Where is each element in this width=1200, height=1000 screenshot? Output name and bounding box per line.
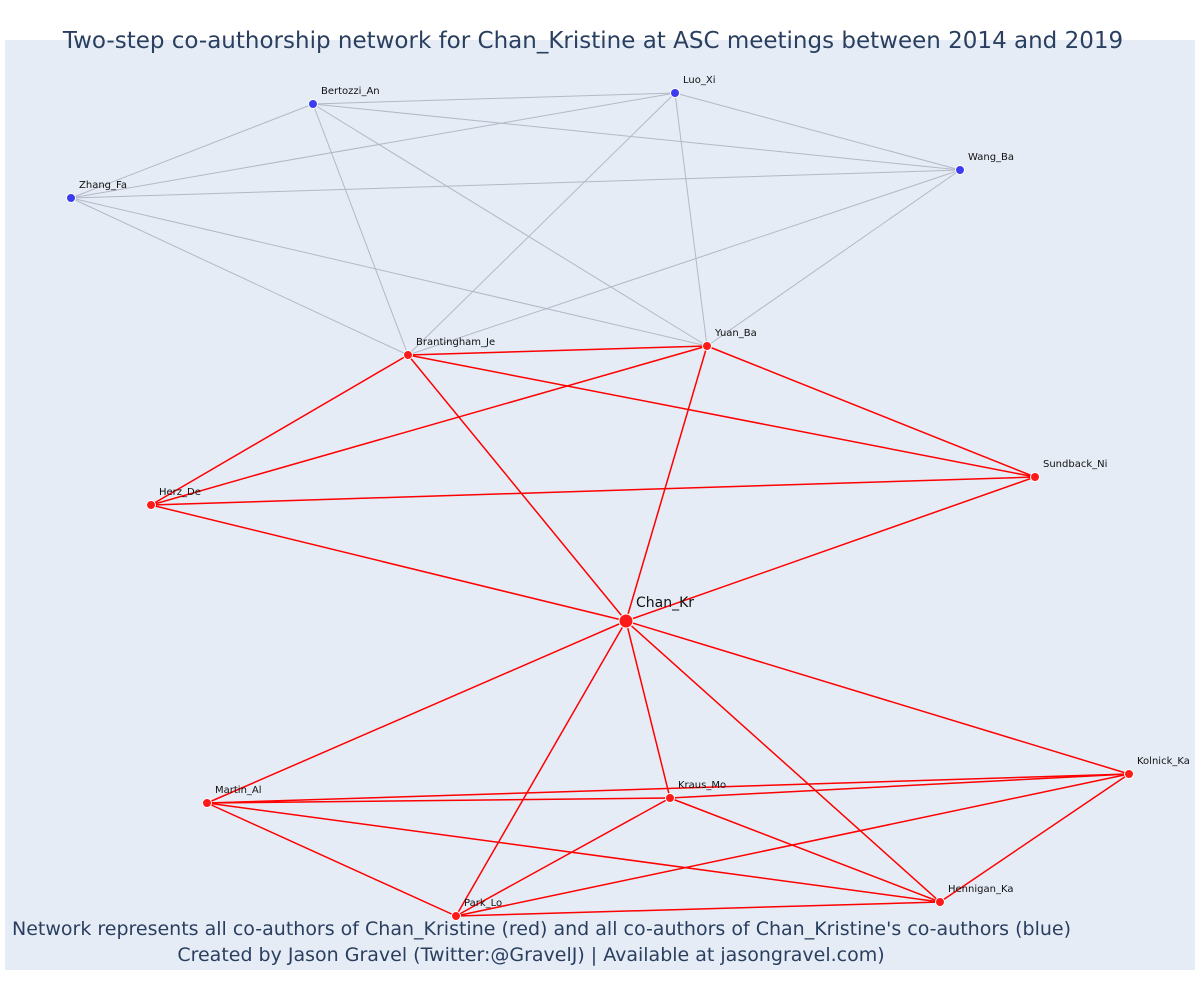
node-label-wang-ba: Wang_Ba — [968, 152, 1014, 163]
edge-chan-kr-kolnick-ka — [625, 620, 1130, 775]
edge-yuan-ba-herz-de — [150, 345, 708, 506]
node-hennigan-ka[interactable] — [935, 897, 945, 907]
edge-wang-ba-yuan-ba — [706, 169, 961, 347]
edge-zhang-fa-brantingham-je — [70, 197, 409, 356]
edge-kolnick-ka-park-lo — [455, 773, 1130, 917]
node-wang-ba[interactable] — [955, 165, 965, 175]
node-kolnick-ka[interactable] — [1124, 769, 1134, 779]
edge-chan-kr-martin-al — [206, 620, 627, 804]
node-kraus-mo[interactable] — [665, 793, 675, 803]
edge-herz-de-chan-kr — [150, 504, 627, 622]
edge-kolnick-ka-hennigan-ka — [939, 773, 1130, 903]
edge-martin-al-park-lo — [206, 802, 457, 917]
edge-kraus-mo-kolnick-ka — [669, 773, 1130, 799]
node-label-brantingham-je: Brantingham_Je — [416, 337, 495, 348]
red-edges — [150, 345, 1130, 917]
node-label-yuan-ba: Yuan_Ba — [714, 328, 757, 339]
node-martin-al[interactable] — [202, 798, 212, 808]
caption-description: Network represents all co-authors of Cha… — [12, 918, 1071, 940]
edge-chan-kr-hennigan-ka — [625, 620, 941, 903]
edge-bertozzi-an-zhang-fa — [70, 103, 314, 199]
node-label-herz-de: Herz_De — [159, 487, 201, 498]
node-label-hennigan-ka: Hennigan_Ka — [948, 884, 1013, 895]
edge-chan-kr-kraus-mo — [625, 620, 671, 799]
edge-bertozzi-an-wang-ba — [312, 103, 961, 171]
gray-edges — [70, 92, 961, 356]
node-label-luo-xi: Luo_Xi — [683, 75, 715, 86]
edge-luo-xi-yuan-ba — [674, 92, 708, 347]
node-label-chan-kr: Chan_Kr — [636, 595, 694, 611]
node-luo-xi[interactable] — [670, 88, 680, 98]
edge-bertozzi-an-yuan-ba — [312, 103, 708, 347]
edge-sundback-ni-chan-kr — [625, 476, 1036, 622]
edge-bertozzi-an-brantingham-je — [312, 103, 409, 356]
node-label-martin-al: Martin_Al — [215, 785, 262, 796]
node-yuan-ba[interactable] — [702, 341, 712, 351]
plot-background — [5, 40, 1195, 970]
edge-park-lo-hennigan-ka — [455, 901, 941, 917]
node-chan-kr[interactable] — [618, 613, 634, 629]
edge-yuan-ba-sundback-ni — [706, 345, 1036, 478]
edge-bertozzi-an-luo-xi — [312, 92, 676, 105]
edge-luo-xi-brantingham-je — [407, 92, 676, 356]
edge-brantingham-je-yuan-ba — [407, 345, 708, 356]
node-labels: Chan_Kr Bertozzi_An Luo_Xi Wang_Ba Zhang_Fa B… — [79, 75, 1190, 909]
edge-kraus-mo-hennigan-ka — [669, 797, 941, 903]
edge-yuan-ba-chan-kr — [625, 345, 708, 622]
edge-martin-al-kolnick-ka — [206, 773, 1130, 804]
edge-brantingham-je-sundback-ni — [407, 354, 1036, 478]
node-sundback-ni[interactable] — [1030, 472, 1040, 482]
nodes — [66, 88, 1134, 921]
edge-zhang-fa-yuan-ba — [70, 197, 708, 347]
edge-luo-xi-zhang-fa — [70, 92, 676, 199]
edge-chan-kr-park-lo — [455, 620, 627, 917]
edge-luo-xi-wang-ba — [674, 92, 961, 171]
node-brantingham-je[interactable] — [403, 350, 413, 360]
caption-credit: Created by Jason Gravel (Twitter:@Gravel… — [177, 944, 885, 966]
chart-title: Two-step co-authorship network for Chan_… — [62, 28, 1124, 54]
node-label-zhang-fa: Zhang_Fa — [79, 180, 127, 191]
edge-zhang-fa-wang-ba — [70, 169, 961, 199]
node-label-kolnick-ka: Kolnick_Ka — [1137, 756, 1190, 767]
node-label-bertozzi-an: Bertozzi_An — [321, 86, 380, 97]
node-label-kraus-mo: Kraus_Mo — [678, 780, 726, 791]
edge-wang-ba-brantingham-je — [407, 169, 961, 356]
edge-kraus-mo-park-lo — [455, 797, 671, 917]
node-bertozzi-an[interactable] — [308, 99, 318, 109]
node-label-park-lo: Park_Lo — [464, 898, 502, 909]
edge-brantingham-je-herz-de — [150, 354, 409, 506]
edge-herz-de-sundback-ni — [150, 476, 1036, 506]
node-park-lo[interactable] — [451, 911, 461, 921]
edge-martin-al-kraus-mo — [206, 797, 671, 804]
node-zhang-fa[interactable] — [66, 193, 76, 203]
node-herz-de[interactable] — [146, 500, 156, 510]
edge-brantingham-je-chan-kr — [407, 354, 627, 622]
node-label-sundback-ni: Sundback_Ni — [1043, 459, 1107, 470]
edge-martin-al-hennigan-ka — [206, 802, 941, 903]
